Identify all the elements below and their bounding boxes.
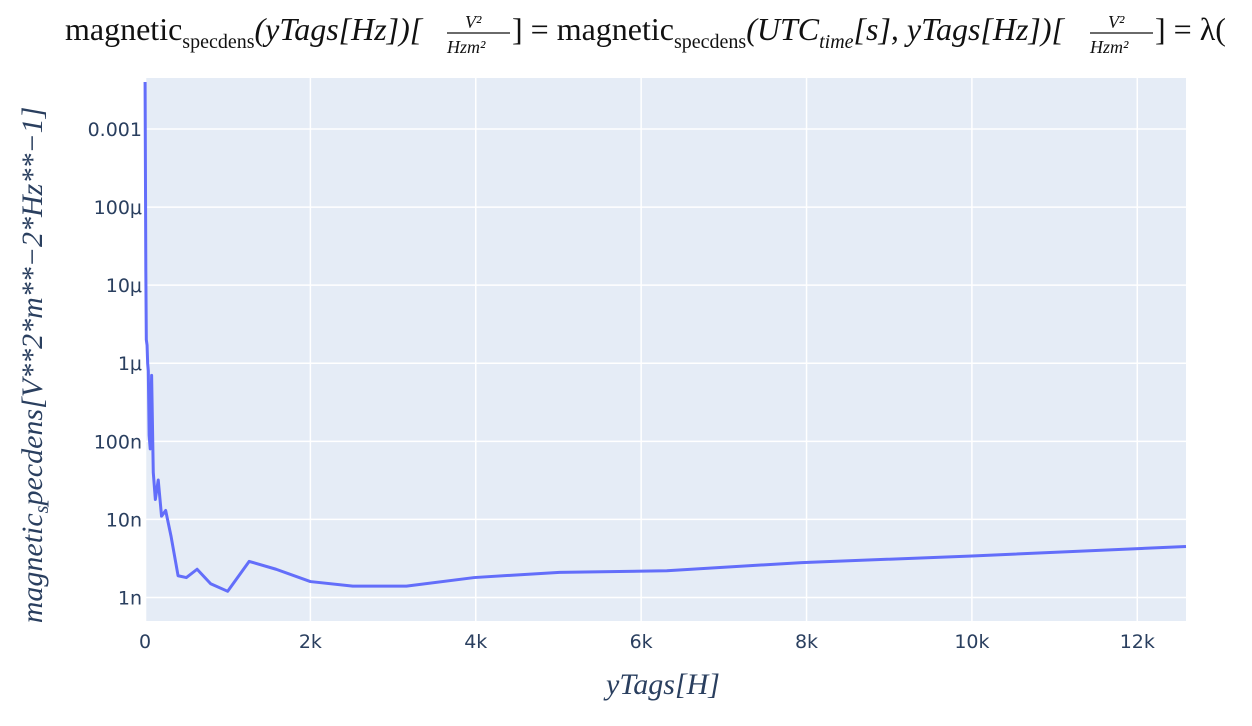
- title-part3: ] = magnetic: [512, 11, 674, 47]
- title-part1: magnetic: [65, 11, 182, 47]
- x-tick-label: 4k: [464, 631, 487, 653]
- title-frac-den-2: Hzm²: [1089, 37, 1129, 57]
- svg-text:magneticspecdens(yTags[Hz])[: magneticspecdens(yTags[Hz])[: [65, 11, 424, 53]
- x-tick-label: 8k: [795, 631, 818, 653]
- x-tick-label: 2k: [299, 631, 322, 653]
- x-tick-labels: 0 2k 4k 6k 8k 10k 12k: [139, 631, 1155, 653]
- y-axis-title: magneticspecdens[V**2*m**−2*Hz**−1]: [16, 107, 53, 624]
- x-tick-label: 10k: [954, 631, 989, 653]
- y-axis-title-rest: pecdens[V**2*m**−2*Hz**−1]: [16, 107, 49, 508]
- title-part6: ] = λ(: [1155, 11, 1226, 47]
- title-part3-sub: specdens: [674, 31, 746, 53]
- y-tick-labels: 1n 10n 100n 1μ 10μ 100μ 0.001: [88, 119, 142, 609]
- y-tick-label: 100n: [94, 431, 142, 453]
- y-tick-label: 10n: [106, 509, 142, 531]
- title-part4: (UTC: [746, 11, 820, 47]
- x-tick-label: 6k: [630, 631, 653, 653]
- y-axis-title-main: magnetic: [16, 513, 49, 623]
- series-line: [143, 81, 1187, 593]
- y-tick-label: 1n: [118, 587, 142, 609]
- chart-title: magneticspecdens(yTags[Hz])[ V² Hzm² ] =…: [65, 11, 1226, 57]
- y-tick-label: 1μ: [118, 353, 142, 375]
- x-tick-label: 12k: [1120, 631, 1155, 653]
- plot-area: [145, 78, 1186, 621]
- x-tick-label: 0: [139, 631, 151, 653]
- title-part2: (yTags[Hz])[: [254, 11, 423, 47]
- title-frac-num-2: V²: [1108, 12, 1125, 32]
- title-frac-den-1: Hzm²: [446, 37, 486, 57]
- title-part5: [s], yTags[Hz])[: [854, 11, 1066, 47]
- x-axis-title: yTags[H]: [603, 668, 720, 701]
- title-frac-num-1: V²: [465, 12, 482, 32]
- y-tick-label: 10μ: [106, 275, 142, 297]
- title-part4-sub: time: [819, 31, 854, 53]
- svg-text:] = magneticspecdens(UTCtime[s: ] = magneticspecdens(UTCtime[s], yTags[H…: [512, 11, 1066, 53]
- y-tick-label: 100μ: [94, 197, 142, 219]
- y-tick-label: 0.001: [88, 119, 142, 141]
- series-layer: [143, 81, 1187, 593]
- y-axis-title-sub: s: [31, 505, 53, 513]
- grid: [143, 78, 1186, 621]
- title-part1-sub: specdens: [182, 31, 254, 53]
